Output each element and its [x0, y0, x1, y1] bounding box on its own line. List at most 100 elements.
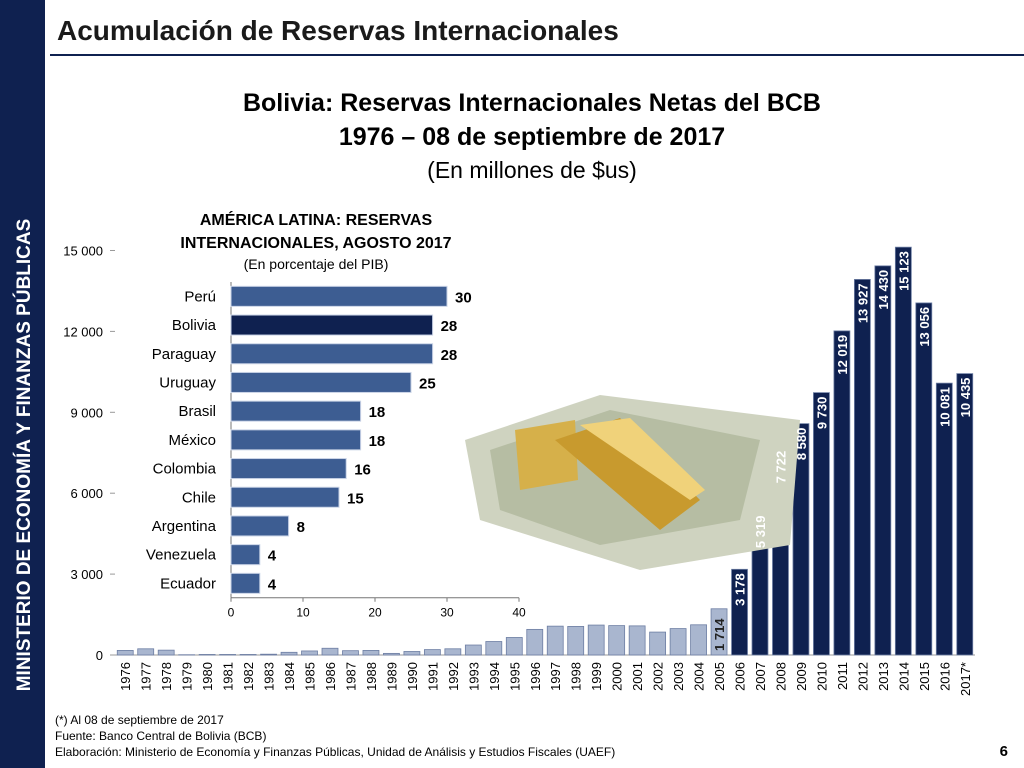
- x-tick-label: 1998: [569, 662, 584, 691]
- bar: [485, 641, 503, 656]
- bar: [219, 654, 237, 656]
- bar: [956, 373, 974, 656]
- footnote: Fuente: Banco Central de Bolivia (BCB): [55, 729, 266, 743]
- bar: [526, 628, 544, 656]
- category-label: Ecuador: [160, 575, 216, 592]
- bar: [792, 423, 810, 656]
- value-label: 30: [455, 289, 472, 306]
- category-label: Perú: [184, 288, 216, 305]
- x-tick-label: 2007: [753, 662, 768, 691]
- bar: [230, 314, 434, 336]
- x-tick-label: 2000: [610, 662, 625, 691]
- y-tick-label: 15 000: [63, 243, 103, 258]
- x-tick-label: 2006: [733, 662, 748, 691]
- bar: [731, 568, 748, 656]
- y-tick-label: 0: [96, 648, 103, 663]
- bar: [669, 628, 687, 656]
- inset-title: INTERNACIONALES, AGOSTO 2017: [180, 235, 451, 252]
- x-tick-label: 2015: [917, 662, 932, 691]
- bar: [230, 429, 362, 451]
- money-image: [465, 395, 800, 570]
- chart-title: Bolivia: Reservas Internacionales Netas …: [243, 89, 821, 117]
- bar: [464, 644, 482, 656]
- bar: [280, 651, 298, 656]
- y-tick-label: 6 000: [70, 486, 103, 501]
- x-tick-label: 2014: [896, 662, 911, 691]
- bar: [894, 246, 912, 656]
- y-tick-label: 3 000: [70, 567, 103, 582]
- bar: [935, 382, 953, 656]
- category-label: Bolivia: [172, 317, 217, 334]
- bar: [260, 653, 277, 656]
- bar: [403, 651, 421, 656]
- y-tick-label: 12 000: [63, 324, 103, 339]
- value-label: 8: [297, 519, 305, 536]
- x-tick-label: 10: [296, 606, 310, 620]
- page-number: 6: [1000, 743, 1008, 760]
- value-label: 25: [419, 375, 436, 392]
- x-tick-label: 2005: [712, 662, 727, 691]
- chart-subtitle: 1976 – 08 de septiembre de 2017: [339, 123, 725, 151]
- bar: [833, 330, 851, 656]
- footnote: (*) Al 08 de septiembre de 2017: [55, 713, 224, 727]
- x-tick-label: 2010: [814, 662, 829, 691]
- category-label: México: [168, 432, 216, 449]
- x-tick-label: 1991: [425, 662, 440, 691]
- x-tick-label: 1976: [118, 662, 133, 691]
- side-label: MINISTERIO DE ECONOMÍA Y FINANZAS PÚBLIC…: [13, 219, 35, 692]
- bar: [915, 302, 933, 656]
- value-label: 9 730: [814, 397, 829, 430]
- x-tick-label: 1984: [282, 662, 297, 691]
- x-tick-label: 20: [368, 606, 382, 620]
- value-label: 4: [268, 548, 277, 565]
- x-tick-label: 2009: [794, 662, 809, 691]
- bar: [546, 625, 564, 656]
- category-label: Chile: [182, 489, 216, 506]
- x-tick-label: 2002: [651, 662, 666, 691]
- x-tick-label: 1983: [262, 662, 277, 691]
- bar: [813, 392, 830, 656]
- x-tick-label: 1993: [466, 662, 481, 691]
- value-label: 18: [369, 433, 386, 450]
- x-tick-label: 1995: [507, 662, 522, 691]
- value-label: 28: [441, 318, 458, 335]
- x-tick-label: 1987: [343, 662, 358, 691]
- x-tick-label: 2016: [937, 662, 952, 691]
- bar: [505, 637, 523, 656]
- x-tick-label: 1977: [139, 662, 154, 691]
- category-label: Brasil: [178, 403, 216, 420]
- bar: [230, 544, 261, 566]
- bar: [230, 486, 340, 508]
- value-label: 3 178: [733, 573, 748, 606]
- value-label: 13 056: [917, 307, 932, 347]
- bar: [587, 624, 605, 656]
- bar: [342, 650, 359, 656]
- bar: [116, 650, 134, 656]
- value-label: 12 019: [835, 335, 850, 375]
- x-tick-label: 1996: [528, 662, 543, 691]
- bar: [423, 649, 441, 656]
- x-tick-label: 1997: [548, 662, 563, 691]
- value-label: 7 722: [773, 451, 788, 484]
- bar: [853, 279, 871, 656]
- x-tick-label: 1986: [323, 662, 338, 691]
- category-label: Colombia: [153, 461, 217, 478]
- bar: [710, 608, 728, 656]
- x-tick-label: 1981: [221, 662, 236, 691]
- value-label: 4: [268, 576, 277, 593]
- x-tick-label: 1992: [446, 662, 461, 691]
- bar: [608, 625, 626, 656]
- x-tick-label: 2003: [671, 662, 686, 691]
- bar: [321, 647, 339, 656]
- bar: [874, 265, 892, 656]
- bar: [239, 654, 257, 656]
- value-label: 15: [347, 490, 364, 507]
- unit-label: (En millones de $us): [427, 157, 637, 183]
- value-label: 15 123: [896, 251, 911, 291]
- bar: [230, 285, 448, 307]
- x-tick-label: 2013: [876, 662, 891, 691]
- x-tick-label: 40: [512, 606, 526, 620]
- y-tick-label: 9 000: [70, 405, 103, 420]
- category-label: Paraguay: [152, 346, 217, 363]
- value-label: 18: [369, 404, 386, 421]
